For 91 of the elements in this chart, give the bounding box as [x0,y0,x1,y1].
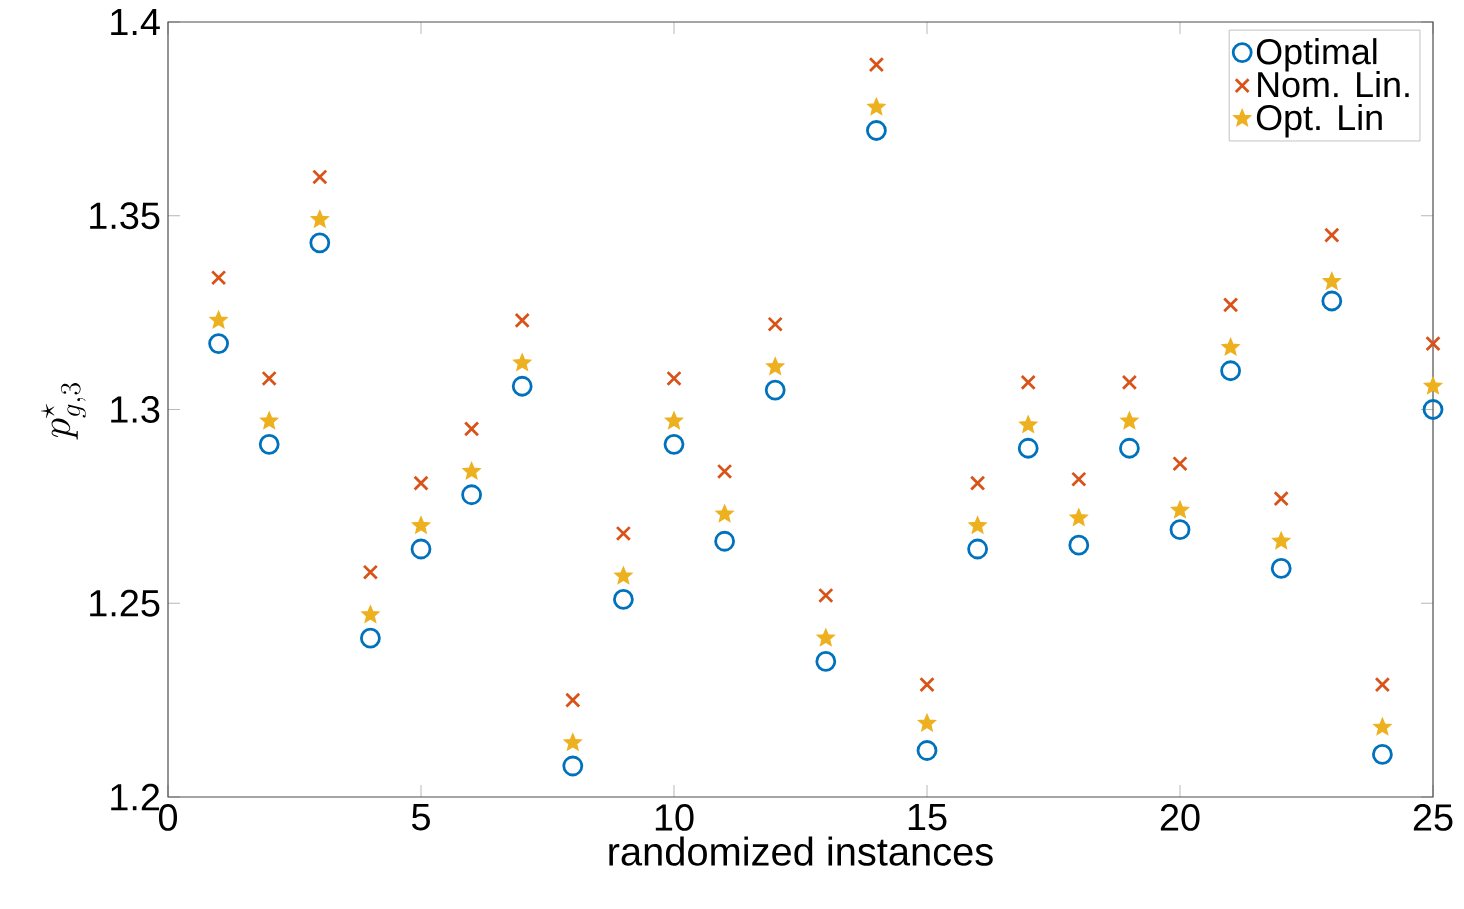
point [1119,437,1140,459]
point [815,650,837,672]
point [818,587,834,604]
point [1272,531,1291,550]
point [666,370,682,387]
legend-label: Opt. Lin [1256,104,1382,138]
point [1372,743,1393,765]
point [563,733,582,751]
point [715,504,734,523]
point [1270,557,1292,579]
x-axis-title: randomized instances [609,836,993,866]
point [1324,227,1340,243]
point [410,538,432,560]
x-tick-label: 15 [908,804,947,831]
point [714,530,735,552]
point [261,370,277,387]
point [967,538,989,560]
point [208,333,229,355]
point [614,566,633,585]
point [1120,411,1139,429]
y-tick-label: 1.3 [111,396,160,423]
y-tick-label: 1.35 [90,202,160,230]
point [663,433,685,455]
x-tick-label: 25 [1413,804,1453,831]
point [1121,374,1138,391]
point [613,588,634,610]
y-axis-title: $p^\star_{g,3}$ [40,382,86,440]
point [868,56,885,73]
point [1321,290,1343,312]
point [310,210,329,228]
point [461,484,482,506]
point [258,433,280,455]
point [917,713,937,732]
x-tick-label: 5 [411,804,430,831]
point [866,120,887,141]
point [615,525,632,542]
point [361,605,380,623]
point [309,232,331,254]
x-tick-label: 10 [655,804,694,831]
point [1019,415,1038,433]
point [969,475,986,491]
legend-label: Nom. Lin. [1258,71,1409,98]
point [1017,437,1039,459]
point [511,375,533,397]
point [1322,272,1341,290]
point [1423,376,1443,395]
point [1071,471,1087,488]
point [664,411,684,429]
point [462,461,481,480]
y-tick-label: 1.4 [111,8,160,36]
point [816,628,835,647]
point [1425,335,1441,352]
point [1374,676,1391,693]
point [1068,534,1090,556]
point [1172,455,1188,472]
point [362,564,379,581]
point [1170,500,1190,519]
y-tick-label: 1.25 [90,589,160,617]
point [360,627,381,649]
point [919,676,935,693]
point [513,353,532,371]
point [1220,360,1242,382]
point [867,97,886,116]
point [209,310,228,329]
point [260,411,279,429]
point [916,740,938,761]
point [1221,337,1240,356]
point [1373,717,1392,736]
point [1020,374,1036,391]
x-tick-label: 20 [1160,804,1200,831]
point [766,357,785,375]
point [514,312,530,329]
point [413,475,429,491]
point [767,316,783,333]
point [1422,399,1444,420]
point [1222,297,1239,313]
point [764,379,786,401]
point [463,421,480,437]
point [716,463,733,480]
point [1169,519,1191,541]
legend-label: Optimal [1256,38,1377,72]
point [562,755,584,777]
y-tick-label: 1.2 [111,783,160,811]
point [312,169,328,185]
point [210,269,227,286]
point [968,516,987,534]
point [1069,508,1088,526]
point [565,692,581,708]
x-tick-label: 0 [158,804,178,831]
point [411,516,431,534]
point [1273,490,1289,507]
